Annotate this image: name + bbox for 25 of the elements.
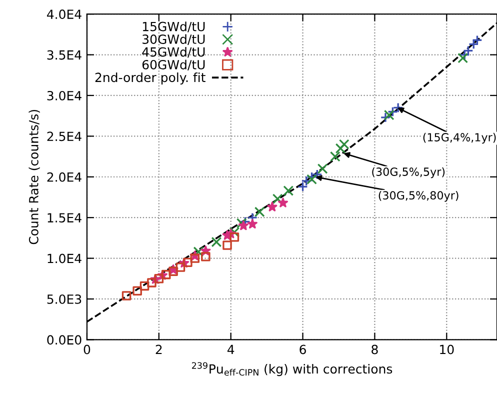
y-tick-label: 2.0E4 [47,172,82,182]
y-tick-label: 3.5E4 [47,50,82,60]
x-tick-label: 10 [440,344,454,354]
legend-label: 2nd-order poly. fit [95,72,206,85]
annotation: (30G,5%,80yr) [378,190,458,202]
legend-label: 15GWd/tU [142,22,205,32]
x-axis-title: $^{239}$Pu$_{eff‐CIPN}$ (kg) with corrections [192,362,392,376]
legend-label: 60GWd/tU [142,60,205,70]
y-tick-label: 4.0E4 [46,10,82,19]
annotation: (15G,4%,1yr) [423,132,496,144]
y-tick-label: 0.0E0 [47,335,82,345]
y-axis-title: Count Rate (counts/s) [28,110,40,244]
annotation: (30G,5%,5yr) [372,167,445,178]
x-tick-label: 4 [227,344,234,354]
y-tick-label: 5.0E3 [47,294,82,304]
legend-label: 30GWd/tU [142,34,205,45]
y-tick-label: 1.0E4 [48,254,82,264]
legend-label: 45GWd/tU [142,47,205,58]
y-tick-label: 1.5E4 [48,213,82,223]
x-tick-label: 6 [300,344,306,354]
x-tick-label: 0 [84,344,90,354]
x-tick-label: 8 [372,344,378,354]
y-tick-label: 3.0E4 [47,90,82,100]
y-tick-label: 2.5E4 [47,132,82,142]
x-tick-label: 2 [156,344,162,354]
